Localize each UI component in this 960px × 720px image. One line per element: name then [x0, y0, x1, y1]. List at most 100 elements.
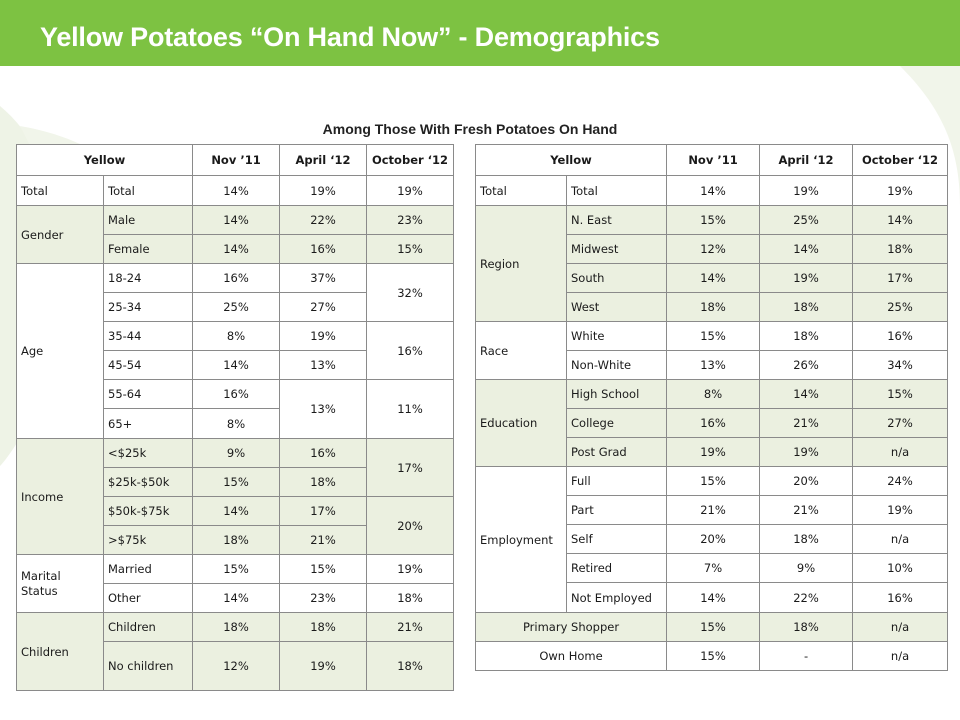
cell-oct12: 14%	[852, 205, 949, 235]
cell-nov11: 25%	[192, 292, 281, 322]
cell-apr12: 17%	[279, 496, 368, 526]
header-yellow: Yellow	[474, 144, 668, 176]
table-row: Part 21% 21% 19%	[476, 495, 949, 525]
row-label: >$75k	[102, 525, 194, 555]
cell-apr12: 18%	[759, 612, 854, 642]
table-row: Education High School 8% 14% 15%	[475, 379, 949, 467]
table-row: Midwest 12% 14% 18%	[476, 234, 949, 264]
cell-nov11: 15%	[192, 554, 281, 584]
cell-apr12: 21%	[759, 495, 854, 525]
row-label: High School	[565, 379, 668, 409]
cell-apr12: 14%	[759, 234, 854, 264]
cell-oct12: 20%	[366, 496, 455, 555]
cell-oct12: 18%	[852, 234, 949, 264]
row-category: Region	[475, 205, 567, 322]
row-label: $25k-$50k	[102, 467, 194, 497]
table-row: Non-White 13% 26% 34%	[476, 350, 949, 380]
cell-nov11: 16%	[192, 379, 281, 409]
cell-apr12: 22%	[279, 205, 368, 235]
cell-nov11: 15%	[666, 466, 761, 496]
table-row: Income <$25k 9% 16% 17%	[16, 438, 455, 555]
row-label: Total	[102, 175, 194, 206]
cell-oct12: n/a	[852, 437, 949, 467]
cell-oct12: n/a	[852, 524, 949, 554]
table-row: West 18% 18% 25%	[476, 292, 949, 322]
cell-oct12: 19%	[852, 175, 949, 206]
table-row: 55-64 16% 13% 11%	[17, 379, 455, 439]
row-label: Married	[102, 554, 194, 584]
table-row: Marital Status Married 15% 15% 19%	[16, 554, 455, 613]
cell-oct12: 34%	[852, 350, 949, 380]
cell-nov11: 14%	[192, 350, 281, 380]
row-label: Retired	[565, 553, 668, 583]
cell-oct12: n/a	[852, 612, 949, 642]
cell-nov11: 8%	[192, 408, 281, 439]
cell-apr12: 9%	[759, 553, 854, 583]
row-label: South	[565, 263, 668, 293]
row-label: 65+	[102, 408, 194, 439]
row-label: 35-44	[102, 321, 194, 351]
table-header-row: Yellow Nov ’11 April ‘12 October ‘12	[474, 144, 949, 176]
row-category: Total	[16, 175, 104, 206]
row-category: Gender	[16, 205, 104, 264]
row-label: College	[565, 408, 668, 438]
row-category: Race	[475, 321, 567, 380]
cell-oct12: 32%	[366, 263, 455, 322]
cell-apr12: 20%	[759, 466, 854, 496]
cell-oct12: 18%	[366, 583, 455, 613]
cell-apr12: 15%	[279, 554, 368, 584]
table-row: Employment Full 15% 20% 24%	[475, 466, 949, 613]
row-category: Children	[16, 612, 104, 691]
table-row: Primary Shopper 15% 18% n/a	[474, 612, 949, 642]
row-label: N. East	[565, 205, 668, 235]
row-label: Total	[565, 175, 668, 206]
table-row: 35-44 8% 19% 16%	[17, 321, 455, 380]
header-nov11: Nov ’11	[192, 144, 281, 176]
row-category: Marital Status	[16, 554, 104, 613]
row-label: 45-54	[102, 350, 194, 380]
table-row: Race White 15% 18% 16%	[475, 321, 949, 380]
header-oct12: October ‘12	[852, 144, 949, 176]
row-label: West	[565, 292, 668, 322]
row-category: Education	[475, 379, 567, 467]
cell-apr12: 18%	[759, 524, 854, 554]
cell-apr12: -	[759, 641, 854, 671]
cell-apr12: 19%	[279, 641, 368, 691]
cell-nov11: 14%	[666, 175, 761, 206]
cell-nov11: 15%	[666, 641, 761, 671]
row-label: Male	[102, 205, 194, 235]
table-row: Children Children 18% 18% 21%	[16, 612, 455, 691]
cell-nov11: 12%	[192, 641, 281, 691]
row-label: Non-White	[565, 350, 668, 380]
cell-nov11: 14%	[192, 205, 281, 235]
cell-nov11: 15%	[666, 612, 761, 642]
cell-oct12: 15%	[366, 234, 455, 264]
cell-apr12: 18%	[279, 612, 368, 642]
table-row: Total Total 14% 19% 19%	[16, 175, 455, 206]
cell-apr12: 21%	[759, 408, 854, 438]
cell-oct12: 15%	[852, 379, 949, 409]
row-category: Total	[475, 175, 567, 206]
cell-apr12: 13%	[279, 379, 368, 439]
table-subtitle: Among Those With Fresh Potatoes On Hand	[322, 121, 618, 137]
cell-apr12: 23%	[279, 583, 368, 613]
cell-oct12: 21%	[366, 612, 455, 642]
cell-oct12: 23%	[366, 205, 455, 235]
row-label: Full	[565, 466, 668, 496]
cell-nov11: 15%	[192, 467, 281, 497]
table-row: South 14% 19% 17%	[476, 263, 949, 293]
cell-apr12: 18%	[759, 292, 854, 322]
right-demographics-table: Yellow Nov ’11 April ‘12 October ‘12 Tot…	[474, 144, 949, 671]
cell-nov11: 15%	[666, 205, 761, 235]
table-row: Gender Male 14% 22% 23%	[16, 205, 455, 264]
row-label: Female	[102, 234, 194, 264]
table-row: 25-34 25% 27%	[17, 292, 454, 322]
cell-apr12: 18%	[759, 321, 854, 351]
header-apr12: April ‘12	[279, 144, 368, 176]
cell-nov11: 9%	[192, 438, 281, 468]
cell-nov11: 20%	[666, 524, 761, 554]
cell-apr12: 16%	[279, 438, 368, 468]
table-row: No children 12% 19% 18%	[17, 641, 455, 691]
cell-nov11: 14%	[666, 263, 761, 293]
cell-nov11: 14%	[192, 175, 281, 206]
